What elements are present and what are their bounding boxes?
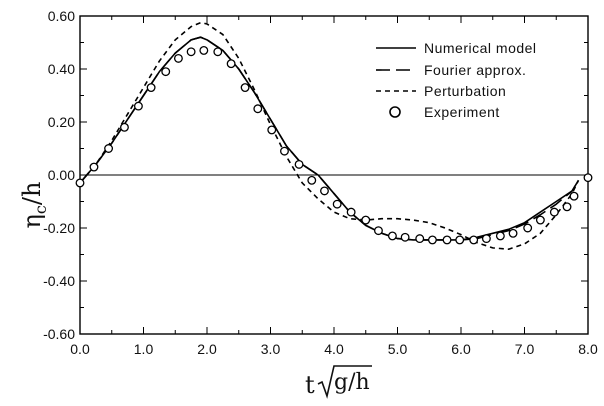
legend-label-perturbation: Perturbation (424, 83, 506, 99)
x-axis-label-main: t (305, 371, 315, 399)
experiment-point (320, 186, 329, 196)
experiment-point (400, 232, 410, 242)
y-tick-label: -0.20 (43, 220, 75, 236)
y-axis-label-main: η (18, 214, 46, 228)
experiment-point (307, 175, 317, 185)
y-tick-label: -0.40 (43, 273, 75, 289)
x-axis-label: t g/h (305, 365, 372, 399)
x-tick-label: 1.0 (134, 341, 154, 357)
y-axis-label-tail: /h (18, 182, 46, 206)
experiment-point (89, 162, 99, 172)
y-tick-label: -0.60 (43, 326, 75, 342)
experiment-point (253, 104, 263, 114)
x-axis-label-root: g/h (334, 370, 370, 395)
experiment-point (481, 234, 491, 244)
experiment-point (267, 125, 277, 135)
experiment-point (495, 231, 505, 241)
y-tick-labels: 0.60 0.40 0.20 0.00 -0.20 -0.40 -0.60 (43, 8, 75, 342)
x-tick-labels: 0.0 1.0 2.0 3.0 4.0 5.0 6.0 7.0 8.0 (70, 341, 598, 357)
experiment-point (523, 223, 533, 233)
experiment-point (173, 53, 183, 63)
experiment-point (415, 234, 425, 244)
series-layer (79, 21, 580, 250)
y-tick-label: 0.40 (48, 61, 75, 77)
experiment-point (549, 207, 559, 217)
experiment-point (161, 67, 171, 77)
experiment-point (146, 83, 156, 92)
x-tick-label: 3.0 (261, 341, 281, 357)
legend-label-experiment: Experiment (424, 104, 500, 120)
experiment-point (346, 207, 356, 217)
experiment-point (455, 235, 465, 245)
x-tick-label: 7.0 (515, 341, 535, 357)
experiment-point (535, 215, 545, 225)
x-tick-label: 5.0 (388, 341, 408, 357)
experiment-point (508, 228, 518, 238)
legend-swatch-circle (389, 106, 401, 118)
experiment-point (569, 191, 579, 201)
experiment-point (361, 215, 371, 225)
x-tick-label: 2.0 (197, 341, 217, 357)
experiment-points (75, 46, 593, 245)
experiment-point (294, 159, 304, 169)
x-tick-label: 8.0 (578, 341, 598, 357)
experiment-point (133, 101, 143, 111)
legend-label-fourier: Fourier approx. (424, 62, 526, 78)
y-tick-label: 0.20 (48, 114, 75, 130)
experiment-point (387, 231, 397, 241)
experiment-point (280, 146, 289, 156)
experiment-point (240, 83, 250, 92)
experiment-point (427, 235, 437, 245)
experiment-point (562, 202, 572, 212)
y-axis-label: ηc/h (18, 182, 50, 229)
sqrt-symbol (317, 365, 372, 399)
x-tick-label: 4.0 (324, 341, 344, 357)
experiment-point (583, 173, 593, 183)
experiment-point (104, 144, 114, 153)
x-tick-label: 6.0 (451, 341, 471, 357)
experiment-point (226, 59, 236, 69)
experiment-point (186, 47, 196, 57)
experiment-point (332, 199, 342, 209)
experiment-point (374, 226, 383, 236)
legend-label-numerical: Numerical model (424, 40, 537, 56)
experiment-point (442, 235, 452, 245)
experiment-point (213, 47, 223, 57)
experiment-point (469, 235, 479, 245)
x-tick-label: 0.0 (70, 341, 90, 357)
svg-text:ηc/h: ηc/h (18, 182, 50, 229)
legend: Numerical model Fourier approx. Perturba… (376, 40, 537, 120)
y-axis-label-sub: c (31, 205, 50, 214)
experiment-point (199, 46, 209, 55)
axis-ticks (79, 15, 589, 335)
series-line-short-dash (79, 21, 580, 250)
experiment-point (119, 122, 129, 132)
y-tick-label: 0.00 (48, 167, 75, 183)
y-tick-label: 0.60 (48, 8, 75, 24)
experiment-point (75, 178, 85, 188)
